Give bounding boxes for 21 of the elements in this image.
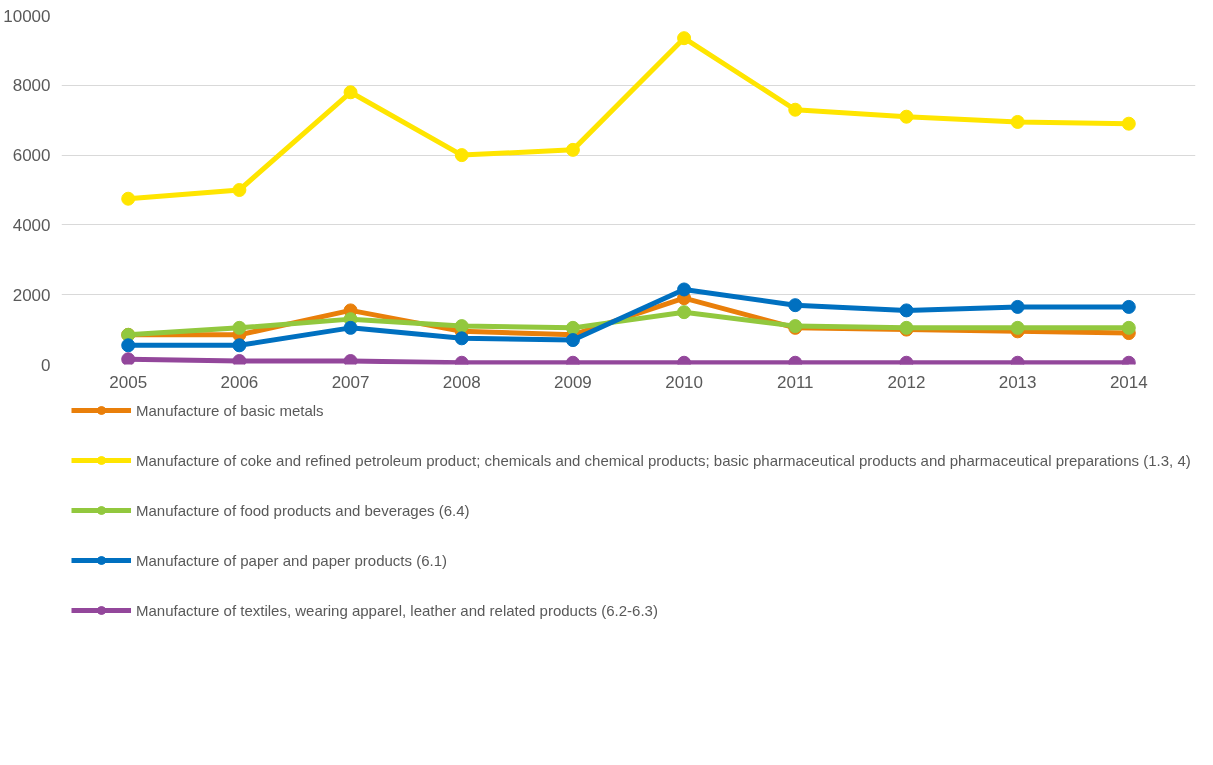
y-tick-label: 4000 — [12, 215, 51, 235]
legend-label: Manufacture of basic metals — [136, 401, 324, 419]
legend-label: Manufacture of textiles, wearing apparel, leather and related products (6.2-6.3) — [136, 601, 658, 619]
x-tick-label: 2014 — [1109, 372, 1148, 392]
x-tick-label: 2007 — [331, 372, 370, 392]
y-tick-label: 0 — [41, 355, 51, 375]
x-tick-label: 2005 — [109, 372, 148, 392]
legend-label: Manufacture of paper and paper products (6.1) — [136, 551, 448, 569]
y-tick-label: 6000 — [12, 146, 51, 166]
x-tick-label: 2012 — [887, 372, 926, 392]
y-tick-label: 2000 — [12, 285, 51, 305]
x-tick-label: 2011 — [776, 372, 814, 392]
y-tick-label: 8000 — [12, 76, 51, 96]
x-tick-label: 2010 — [665, 372, 704, 392]
x-tick-label: 2009 — [554, 372, 592, 392]
x-tick-label: 2008 — [442, 372, 481, 392]
legend-label: Manufacture of food products and beverages (6.4) — [136, 501, 470, 519]
x-tick-label: 2006 — [220, 372, 259, 392]
legend-label: Manufacture of coke and refined petroleum product; chemicals and chemical products; basic pharmaceutical products and pharmaceutical preparations (1.3, 4) — [136, 451, 1191, 469]
y-tick-label: 10000 — [3, 6, 51, 26]
x-tick-label: 2013 — [998, 372, 1037, 392]
